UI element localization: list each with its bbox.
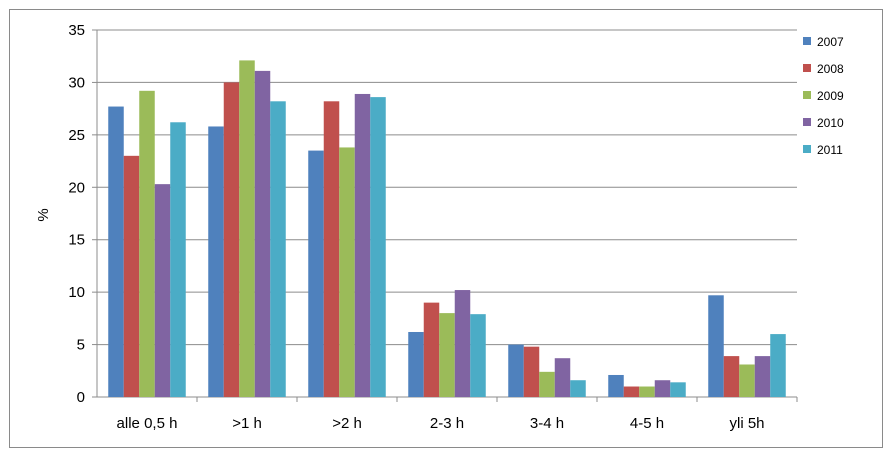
x-tick-label: >1 h (232, 415, 262, 432)
y-tick-label: 30 (68, 74, 85, 91)
bar-2011-3 (470, 314, 486, 397)
bar-2007-0 (108, 106, 124, 397)
y-tick-label: 10 (68, 284, 85, 301)
y-tick-label: 20 (68, 179, 85, 196)
legend-swatch-2010 (803, 118, 811, 126)
legend-label: 2011 (817, 143, 843, 157)
x-tick-label: yli 5h (729, 415, 764, 432)
x-tick-labels: alle 0,5 h >1 h >2 h 2-3 h 3-4 h 4-5 h yli 5h (117, 415, 765, 432)
bar-2008-2 (323, 101, 340, 397)
bar-2009-5 (639, 386, 655, 397)
legend-swatch-2007 (803, 37, 811, 45)
bar-2007-5 (608, 374, 624, 397)
legend-label: 2007 (817, 35, 844, 49)
y-tick-labels: 0 5 10 15 20 25 30 35 (68, 22, 85, 406)
y-tick-label: 25 (68, 127, 85, 144)
bar-2011-0 (170, 122, 186, 397)
bar-2009-2 (339, 147, 355, 397)
bar-2011-2 (370, 97, 386, 397)
legend: 2007 2008 2009 2010 2011 (803, 35, 844, 157)
x-tick-label: 3-4 h (530, 415, 564, 432)
y-tick-label: 35 (68, 22, 85, 39)
bar-2011-6 (770, 334, 786, 397)
bar-2008-1 (223, 82, 240, 397)
bar-2007-3 (408, 331, 424, 397)
legend-label: 2010 (817, 116, 844, 130)
legend-label: 2009 (817, 89, 844, 103)
bar-2009-3 (439, 313, 455, 397)
x-tick-label: >2 h (332, 415, 362, 432)
bar-2010-4 (554, 358, 571, 397)
bar-2008-3 (423, 302, 440, 397)
bar-2007-6 (708, 295, 724, 397)
y-axis-title: % (35, 208, 52, 221)
legend-label: 2008 (817, 62, 844, 76)
bar-2010-0 (154, 184, 171, 397)
bar-2008-4 (523, 346, 540, 397)
bar-2011-5 (670, 382, 686, 397)
bar-2010-6 (754, 356, 771, 397)
bar-2009-0 (139, 90, 155, 398)
legend-swatch-2008 (803, 64, 811, 72)
y-tick-label: 15 (68, 232, 85, 249)
bar-2009-6 (739, 364, 755, 397)
bar-2010-2 (354, 93, 371, 397)
bar-2008-6 (723, 356, 740, 397)
bar-2007-4 (508, 344, 524, 397)
legend-swatch-2011 (803, 145, 811, 153)
bar-2011-4 (570, 380, 586, 397)
bars (108, 60, 786, 398)
bar-2010-1 (254, 70, 271, 397)
bar-2007-1 (208, 126, 224, 398)
legend-swatch-2009 (803, 91, 811, 99)
bar-2009-1 (239, 60, 255, 398)
x-tick-label: 2-3 h (430, 415, 464, 432)
bar-2010-3 (454, 290, 471, 397)
bar-2010-5 (654, 380, 671, 397)
bar-2007-2 (308, 150, 324, 397)
x-tick-label: alle 0,5 h (117, 415, 178, 432)
bar-2009-4 (539, 371, 555, 397)
y-tick-label: 0 (77, 389, 85, 406)
x-tick-label: 4-5 h (630, 415, 664, 432)
bar-2008-5 (623, 386, 640, 397)
bar-2011-1 (270, 101, 286, 397)
bar-2008-0 (123, 155, 140, 397)
y-tick-label: 5 (77, 337, 85, 354)
